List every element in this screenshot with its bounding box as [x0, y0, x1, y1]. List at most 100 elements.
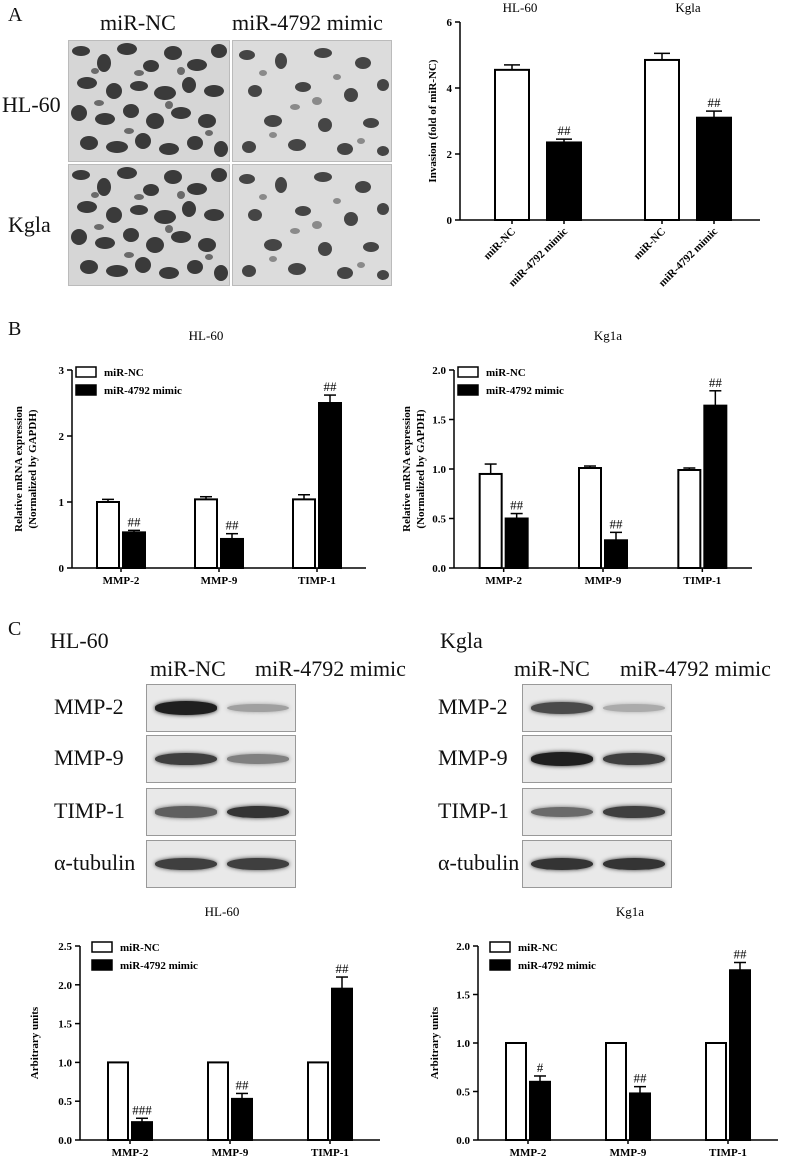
y-axis-label: Relative mRNA expression [401, 406, 413, 532]
legend-swatch [489, 959, 511, 971]
x-tick-label: MMP-9 [610, 1147, 647, 1159]
legend-swatch [91, 941, 113, 953]
blot-strip [522, 735, 672, 783]
x-tick-label: TIMP-1 [298, 575, 336, 587]
x-tick-label: TIMP-1 [683, 575, 721, 587]
y-tick-label: 1.5 [432, 415, 446, 427]
blot-band [603, 805, 665, 819]
blot-lane-label: miR-4792 mimic [620, 656, 771, 681]
y-tick-label: 0.0 [456, 1135, 470, 1147]
y-tick-label: 2.0 [432, 365, 446, 377]
x-tick-label: MMP-2 [510, 1147, 547, 1159]
blot-band [603, 857, 665, 871]
blot-band [155, 857, 217, 871]
blot-strip [522, 684, 672, 732]
y-tick-label: 1.0 [456, 1038, 470, 1050]
micrograph-hl60-mir-nc [68, 40, 230, 162]
mrna-kg1a-bar-chart: Kg1a Relative mRNA expression (Normalized … [401, 328, 752, 587]
blot-band [227, 805, 289, 819]
blot-protein-label: MMP-9 [438, 745, 508, 770]
y-axis-label: Invasion (fold of miR-NC) [427, 59, 439, 182]
blot-band [603, 752, 665, 766]
significance-label: ## [226, 518, 240, 533]
legend-swatch [75, 384, 97, 396]
blot-lane-label: miR-4792 mimic [255, 656, 406, 681]
bar [605, 1042, 627, 1141]
panel-letter-c: C [8, 618, 22, 640]
chart-title: Kg1a [616, 904, 644, 919]
x-tick-label: MMP-9 [212, 1147, 249, 1159]
chart-title: HL-60 [205, 904, 240, 919]
blot-band [531, 752, 593, 766]
blot-protein-label: MMP-9 [54, 745, 124, 770]
y-axis-label: Relative mRNA expression [13, 406, 25, 532]
blot-protein-label: α-tubulin [54, 850, 136, 875]
significance-label: ## [634, 1071, 648, 1086]
blot-band [227, 703, 289, 713]
bar [220, 537, 244, 570]
significance-label: ## [236, 1077, 250, 1092]
blot-protein-label: TIMP-1 [54, 798, 125, 823]
blot-strip [146, 840, 296, 888]
legend-label: miR-4792 mimic [104, 385, 182, 397]
bar [478, 472, 503, 569]
y-tick-label: 6 [447, 17, 453, 29]
y-tick-label: 0.0 [432, 563, 446, 575]
blot-strip [522, 788, 672, 836]
blot-cell-line-label: HL-60 [50, 628, 109, 653]
row-label-kgla: Kgla [8, 212, 51, 237]
y-tick-label: 1 [59, 497, 65, 509]
bar [207, 1061, 229, 1141]
y-tick-label: 2.0 [456, 941, 470, 953]
x-tick-label: TIMP-1 [311, 1147, 349, 1159]
blot-cell-line-label: Kgla [440, 628, 483, 653]
bar [307, 1061, 329, 1141]
y-tick-label: 0.0 [58, 1135, 72, 1147]
legend-swatch [91, 959, 113, 971]
significance-label: ## [610, 516, 624, 531]
legend-label: miR-NC [120, 942, 160, 954]
chart-title: Kg1a [594, 328, 622, 343]
chart-title: Kgla [675, 0, 701, 15]
panel-letter-a: A [8, 4, 23, 26]
bar [604, 539, 628, 569]
y-tick-label: 1.5 [58, 1019, 72, 1031]
x-tick-label: TIMP-1 [709, 1147, 747, 1159]
legend-swatch [457, 384, 479, 396]
significance-label: # [537, 1060, 544, 1075]
micrograph-hl60-mir-4792-mimic [232, 40, 392, 162]
y-tick-label: 3 [59, 365, 65, 377]
blot-band [603, 703, 665, 713]
y-axis-label: Arbitrary units [429, 1006, 441, 1079]
legend-swatch [75, 366, 97, 378]
legend-label: miR-4792 mimic [486, 385, 564, 397]
chart-title: HL-60 [503, 0, 538, 15]
blot-strip [146, 735, 296, 783]
legend-label: miR-4792 mimic [518, 960, 596, 972]
y-axis-label-2: (Normalized by GAPDH) [415, 409, 427, 528]
y-tick-label: 0.5 [456, 1087, 470, 1099]
micrograph-kgla-mir-nc [68, 164, 230, 286]
chart-title: HL-60 [189, 328, 224, 343]
y-tick-label: 1.5 [456, 990, 470, 1002]
y-tick-label: 0.5 [432, 514, 446, 526]
column-label-mir-4792-mimic: miR-4792 mimic [232, 10, 383, 35]
blot-band [155, 752, 217, 766]
blot-lane-label: miR-NC [514, 656, 590, 681]
blot-protein-label: MMP-2 [438, 694, 508, 719]
bar [546, 141, 582, 221]
legend-label: miR-NC [104, 367, 144, 379]
bar [331, 987, 353, 1142]
significance-label: ## [128, 514, 142, 529]
blot-band [227, 754, 289, 764]
bar [107, 1061, 129, 1141]
y-tick-label: 2 [59, 431, 65, 443]
y-tick-label: 0.5 [58, 1096, 72, 1108]
blot-strip [146, 788, 296, 836]
blot-lane-label: miR-NC [150, 656, 226, 681]
y-tick-label: 2.0 [58, 980, 72, 992]
blot-strip [522, 840, 672, 888]
column-label-mir-nc: miR-NC [100, 10, 176, 35]
mrna-hl60-bar-chart: HL-60 Relative mRNA expression (Normalized… [13, 328, 366, 587]
